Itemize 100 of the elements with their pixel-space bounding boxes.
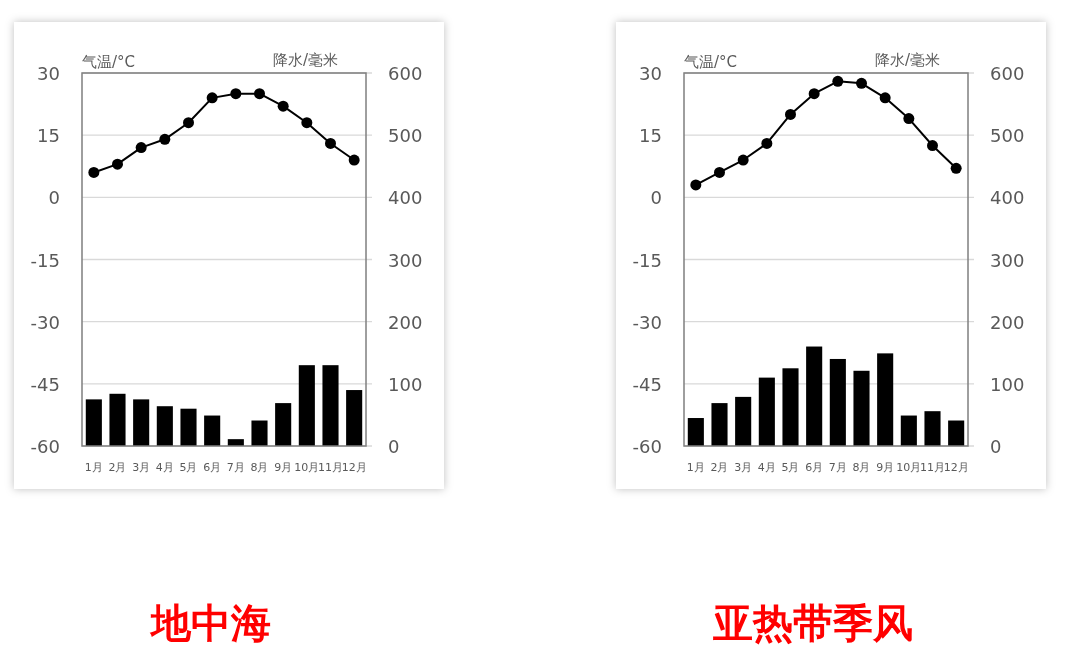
x-tick-label: 10月 <box>294 461 320 474</box>
y-axis-title: 气温/°C <box>82 53 136 71</box>
bar <box>133 399 150 446</box>
point <box>301 117 313 129</box>
x-tick-label: 5月 <box>781 461 800 474</box>
bar <box>156 406 173 446</box>
y-tick-label: 30 <box>639 63 662 84</box>
bar <box>948 420 965 446</box>
point <box>785 108 796 120</box>
y2-tick-label: 100 <box>990 373 1025 395</box>
bar <box>298 365 315 446</box>
point <box>761 137 773 149</box>
point <box>277 100 289 112</box>
y-tick-label: -30 <box>30 311 60 333</box>
point <box>737 154 749 166</box>
x-tick-label: 6月 <box>203 461 222 474</box>
x-tick-label: 4月 <box>155 461 174 474</box>
y-tick-label: -15 <box>632 249 662 271</box>
y2-tick-label: 200 <box>990 311 1025 333</box>
bar <box>829 358 846 446</box>
x-tick-label: 12月 <box>341 461 367 474</box>
x-tick-label: 1月 <box>84 461 103 474</box>
bar <box>687 418 704 446</box>
x-tick-label: 11月 <box>920 461 945 474</box>
point <box>88 166 100 178</box>
y-tick-label: -15 <box>30 249 60 271</box>
bar <box>346 390 363 446</box>
x-tick-label: 3月 <box>132 461 151 474</box>
point <box>112 158 123 170</box>
y-tick-label: -45 <box>632 373 662 395</box>
point <box>348 154 360 166</box>
bar <box>711 403 728 446</box>
x-tick-label: 4月 <box>757 461 776 474</box>
y2-axis-title: 降水/毫米 <box>272 51 338 69</box>
y2-tick-label: 600 <box>990 63 1025 84</box>
y-tick-label: -60 <box>632 436 662 457</box>
y-tick-label: -45 <box>30 373 60 395</box>
y2-tick-label: 300 <box>990 249 1025 271</box>
point <box>903 113 915 125</box>
bar <box>85 399 102 446</box>
x-tick-label: 11月 <box>318 461 343 474</box>
x-tick-label: 3月 <box>734 461 753 474</box>
point <box>714 166 725 178</box>
y-tick-label: 0 <box>48 187 60 209</box>
bar <box>180 408 197 446</box>
point <box>690 179 702 191</box>
point <box>206 92 218 104</box>
point <box>832 75 844 87</box>
x-tick-label: 7月 <box>828 461 847 474</box>
bar <box>877 353 894 446</box>
bar <box>735 396 752 446</box>
point <box>808 88 820 100</box>
x-tick-label: 1月 <box>686 461 705 474</box>
y2-tick-label: 600 <box>388 63 423 84</box>
y2-tick-label: 300 <box>388 249 423 271</box>
point <box>325 137 336 149</box>
x-tick-label: 8月 <box>852 461 871 474</box>
y2-tick-label: 500 <box>990 125 1025 147</box>
x-tick-label: 8月 <box>250 461 269 474</box>
bar <box>275 403 292 446</box>
x-tick-label: 6月 <box>805 461 824 474</box>
x-tick-label: 2月 <box>108 461 127 474</box>
y2-axis-title: 降水/毫米 <box>874 51 940 69</box>
x-tick-label: 9月 <box>274 461 293 474</box>
y-tick-label: 0 <box>650 187 662 209</box>
y2-tick-label: 500 <box>388 125 423 147</box>
y2-tick-label: 0 <box>990 436 1002 457</box>
x-tick-label: 7月 <box>226 461 245 474</box>
point <box>879 92 891 104</box>
y-tick-label: -30 <box>632 311 662 333</box>
point <box>183 117 194 129</box>
y-tick-label: -60 <box>30 436 60 457</box>
bar <box>924 411 941 446</box>
point <box>950 162 962 174</box>
bar <box>204 415 221 446</box>
bar <box>251 420 268 446</box>
y-tick-label: 15 <box>639 125 662 147</box>
y-tick-label: 30 <box>37 63 60 84</box>
x-tick-label: 2月 <box>710 461 729 474</box>
y2-tick-label: 200 <box>388 311 423 333</box>
bar <box>109 393 126 446</box>
point <box>135 142 147 154</box>
x-tick-label: 5月 <box>179 461 198 474</box>
x-tick-label: 10月 <box>896 461 922 474</box>
x-tick-label: 9月 <box>876 461 895 474</box>
y2-tick-label: 0 <box>388 436 400 457</box>
point <box>230 88 242 100</box>
bar <box>322 365 339 446</box>
text: 地中海 <box>149 600 271 646</box>
bar <box>806 346 823 446</box>
y2-tick-label: 400 <box>990 187 1025 209</box>
text: 亚热带季风 <box>712 600 913 646</box>
bar <box>782 368 799 446</box>
bar <box>853 370 870 446</box>
y-axis-title: 气温/°C <box>684 53 738 71</box>
point <box>927 140 938 152</box>
bar <box>758 377 775 446</box>
point <box>856 77 867 89</box>
y2-tick-label: 400 <box>388 187 423 209</box>
point <box>254 88 265 100</box>
